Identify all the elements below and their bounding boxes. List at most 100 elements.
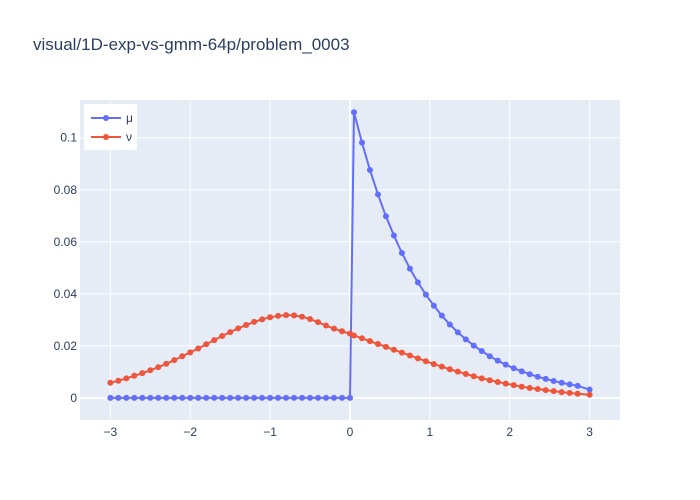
data-point-mu[interactable] [203,394,210,401]
data-point-mu[interactable] [430,302,437,309]
data-point-mu[interactable] [251,394,258,401]
data-point-nu[interactable] [251,318,258,325]
legend[interactable]: μ ν [84,104,137,150]
data-point-mu[interactable] [486,353,493,360]
legend-item-nu[interactable]: ν [91,130,132,144]
data-point-nu[interactable] [454,368,461,375]
data-point-mu[interactable] [155,394,162,401]
data-point-mu[interactable] [366,166,373,173]
data-point-mu[interactable] [291,394,298,401]
data-point-nu[interactable] [462,370,469,377]
data-point-nu[interactable] [406,352,413,359]
data-point-mu[interactable] [275,394,282,401]
data-point-nu[interactable] [339,328,346,335]
data-point-nu[interactable] [550,388,557,395]
data-point-nu[interactable] [422,358,429,365]
data-point-mu[interactable] [179,394,186,401]
data-point-mu[interactable] [211,394,218,401]
data-point-nu[interactable] [275,312,282,319]
data-point-mu[interactable] [107,394,114,401]
data-point-nu[interactable] [518,383,525,390]
data-point-mu[interactable] [139,394,146,401]
data-point-mu[interactable] [502,361,509,368]
data-point-mu[interactable] [566,381,573,388]
data-point-nu[interactable] [586,391,593,398]
data-point-nu[interactable] [283,312,290,319]
data-point-mu[interactable] [339,394,346,401]
data-point-nu[interactable] [227,329,234,336]
data-point-nu[interactable] [470,373,477,380]
data-point-nu[interactable] [478,375,485,382]
data-point-mu[interactable] [550,377,557,384]
data-point-nu[interactable] [494,379,501,386]
data-point-nu[interactable] [430,361,437,368]
data-point-nu[interactable] [115,377,122,384]
data-point-nu[interactable] [366,338,373,345]
data-point-mu[interactable] [243,394,250,401]
data-point-nu[interactable] [414,355,421,362]
data-point-mu[interactable] [195,394,202,401]
data-point-mu[interactable] [510,365,517,372]
data-point-mu[interactable] [406,265,413,272]
data-point-nu[interactable] [358,335,365,342]
data-point-mu[interactable] [163,394,170,401]
data-point-mu[interactable] [358,139,365,146]
data-point-nu[interactable] [526,385,533,391]
data-point-nu[interactable] [267,314,274,321]
data-point-mu[interactable] [414,279,421,286]
data-point-mu[interactable] [307,394,314,401]
data-point-mu[interactable] [315,394,322,401]
data-point-nu[interactable] [574,390,581,397]
data-point-nu[interactable] [259,316,266,323]
data-point-nu[interactable] [350,332,357,339]
data-point-nu[interactable] [510,382,517,389]
data-point-nu[interactable] [331,325,338,332]
data-point-mu[interactable] [123,394,130,401]
data-point-nu[interactable] [438,363,445,370]
data-point-nu[interactable] [155,364,162,371]
data-point-nu[interactable] [502,380,509,387]
data-point-nu[interactable] [219,332,226,339]
data-point-nu[interactable] [307,316,314,323]
data-point-nu[interactable] [147,367,154,374]
data-point-mu[interactable] [446,321,453,328]
data-point-nu[interactable] [315,319,322,326]
data-point-mu[interactable] [422,291,429,298]
data-point-mu[interactable] [299,394,306,401]
data-point-nu[interactable] [163,360,170,367]
data-point-nu[interactable] [195,345,202,352]
data-point-nu[interactable] [139,370,146,377]
data-point-mu[interactable] [350,109,357,116]
data-point-nu[interactable] [323,322,330,329]
data-point-nu[interactable] [179,353,186,360]
data-point-nu[interactable] [558,389,565,396]
data-point-mu[interactable] [131,394,138,401]
data-point-mu[interactable] [494,357,501,364]
data-point-nu[interactable] [235,325,242,332]
data-point-mu[interactable] [235,394,242,401]
data-point-mu[interactable] [331,394,338,401]
data-point-mu[interactable] [382,213,389,220]
data-point-nu[interactable] [107,379,114,386]
data-point-mu[interactable] [171,394,178,401]
data-point-mu[interactable] [462,336,469,343]
data-point-nu[interactable] [398,349,405,356]
data-point-mu[interactable] [470,342,477,349]
data-point-nu[interactable] [382,343,389,350]
data-point-nu[interactable] [299,313,306,320]
data-point-mu[interactable] [574,382,581,389]
data-point-mu[interactable] [478,348,485,355]
data-point-nu[interactable] [486,377,493,384]
data-point-nu[interactable] [123,375,130,382]
data-point-nu[interactable] [131,372,138,379]
data-point-nu[interactable] [171,357,178,364]
data-point-nu[interactable] [203,341,210,348]
data-point-mu[interactable] [147,394,154,401]
data-point-mu[interactable] [454,329,461,336]
data-point-nu[interactable] [446,366,453,373]
legend-item-mu[interactable]: μ [91,111,133,125]
data-point-nu[interactable] [187,349,194,356]
data-point-nu[interactable] [374,341,381,348]
data-point-mu[interactable] [438,312,445,319]
data-point-mu[interactable] [347,394,353,401]
